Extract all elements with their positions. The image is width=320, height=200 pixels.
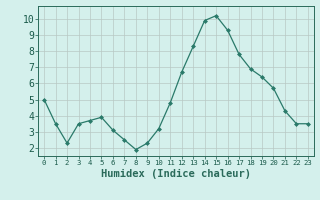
X-axis label: Humidex (Indice chaleur): Humidex (Indice chaleur) — [101, 169, 251, 179]
